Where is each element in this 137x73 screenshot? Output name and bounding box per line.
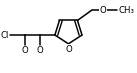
Text: O: O <box>37 46 43 55</box>
Text: O: O <box>65 45 72 54</box>
Text: O: O <box>22 46 29 55</box>
Text: CH₃: CH₃ <box>118 6 134 15</box>
Text: O: O <box>100 6 107 15</box>
Text: Cl: Cl <box>1 31 9 40</box>
